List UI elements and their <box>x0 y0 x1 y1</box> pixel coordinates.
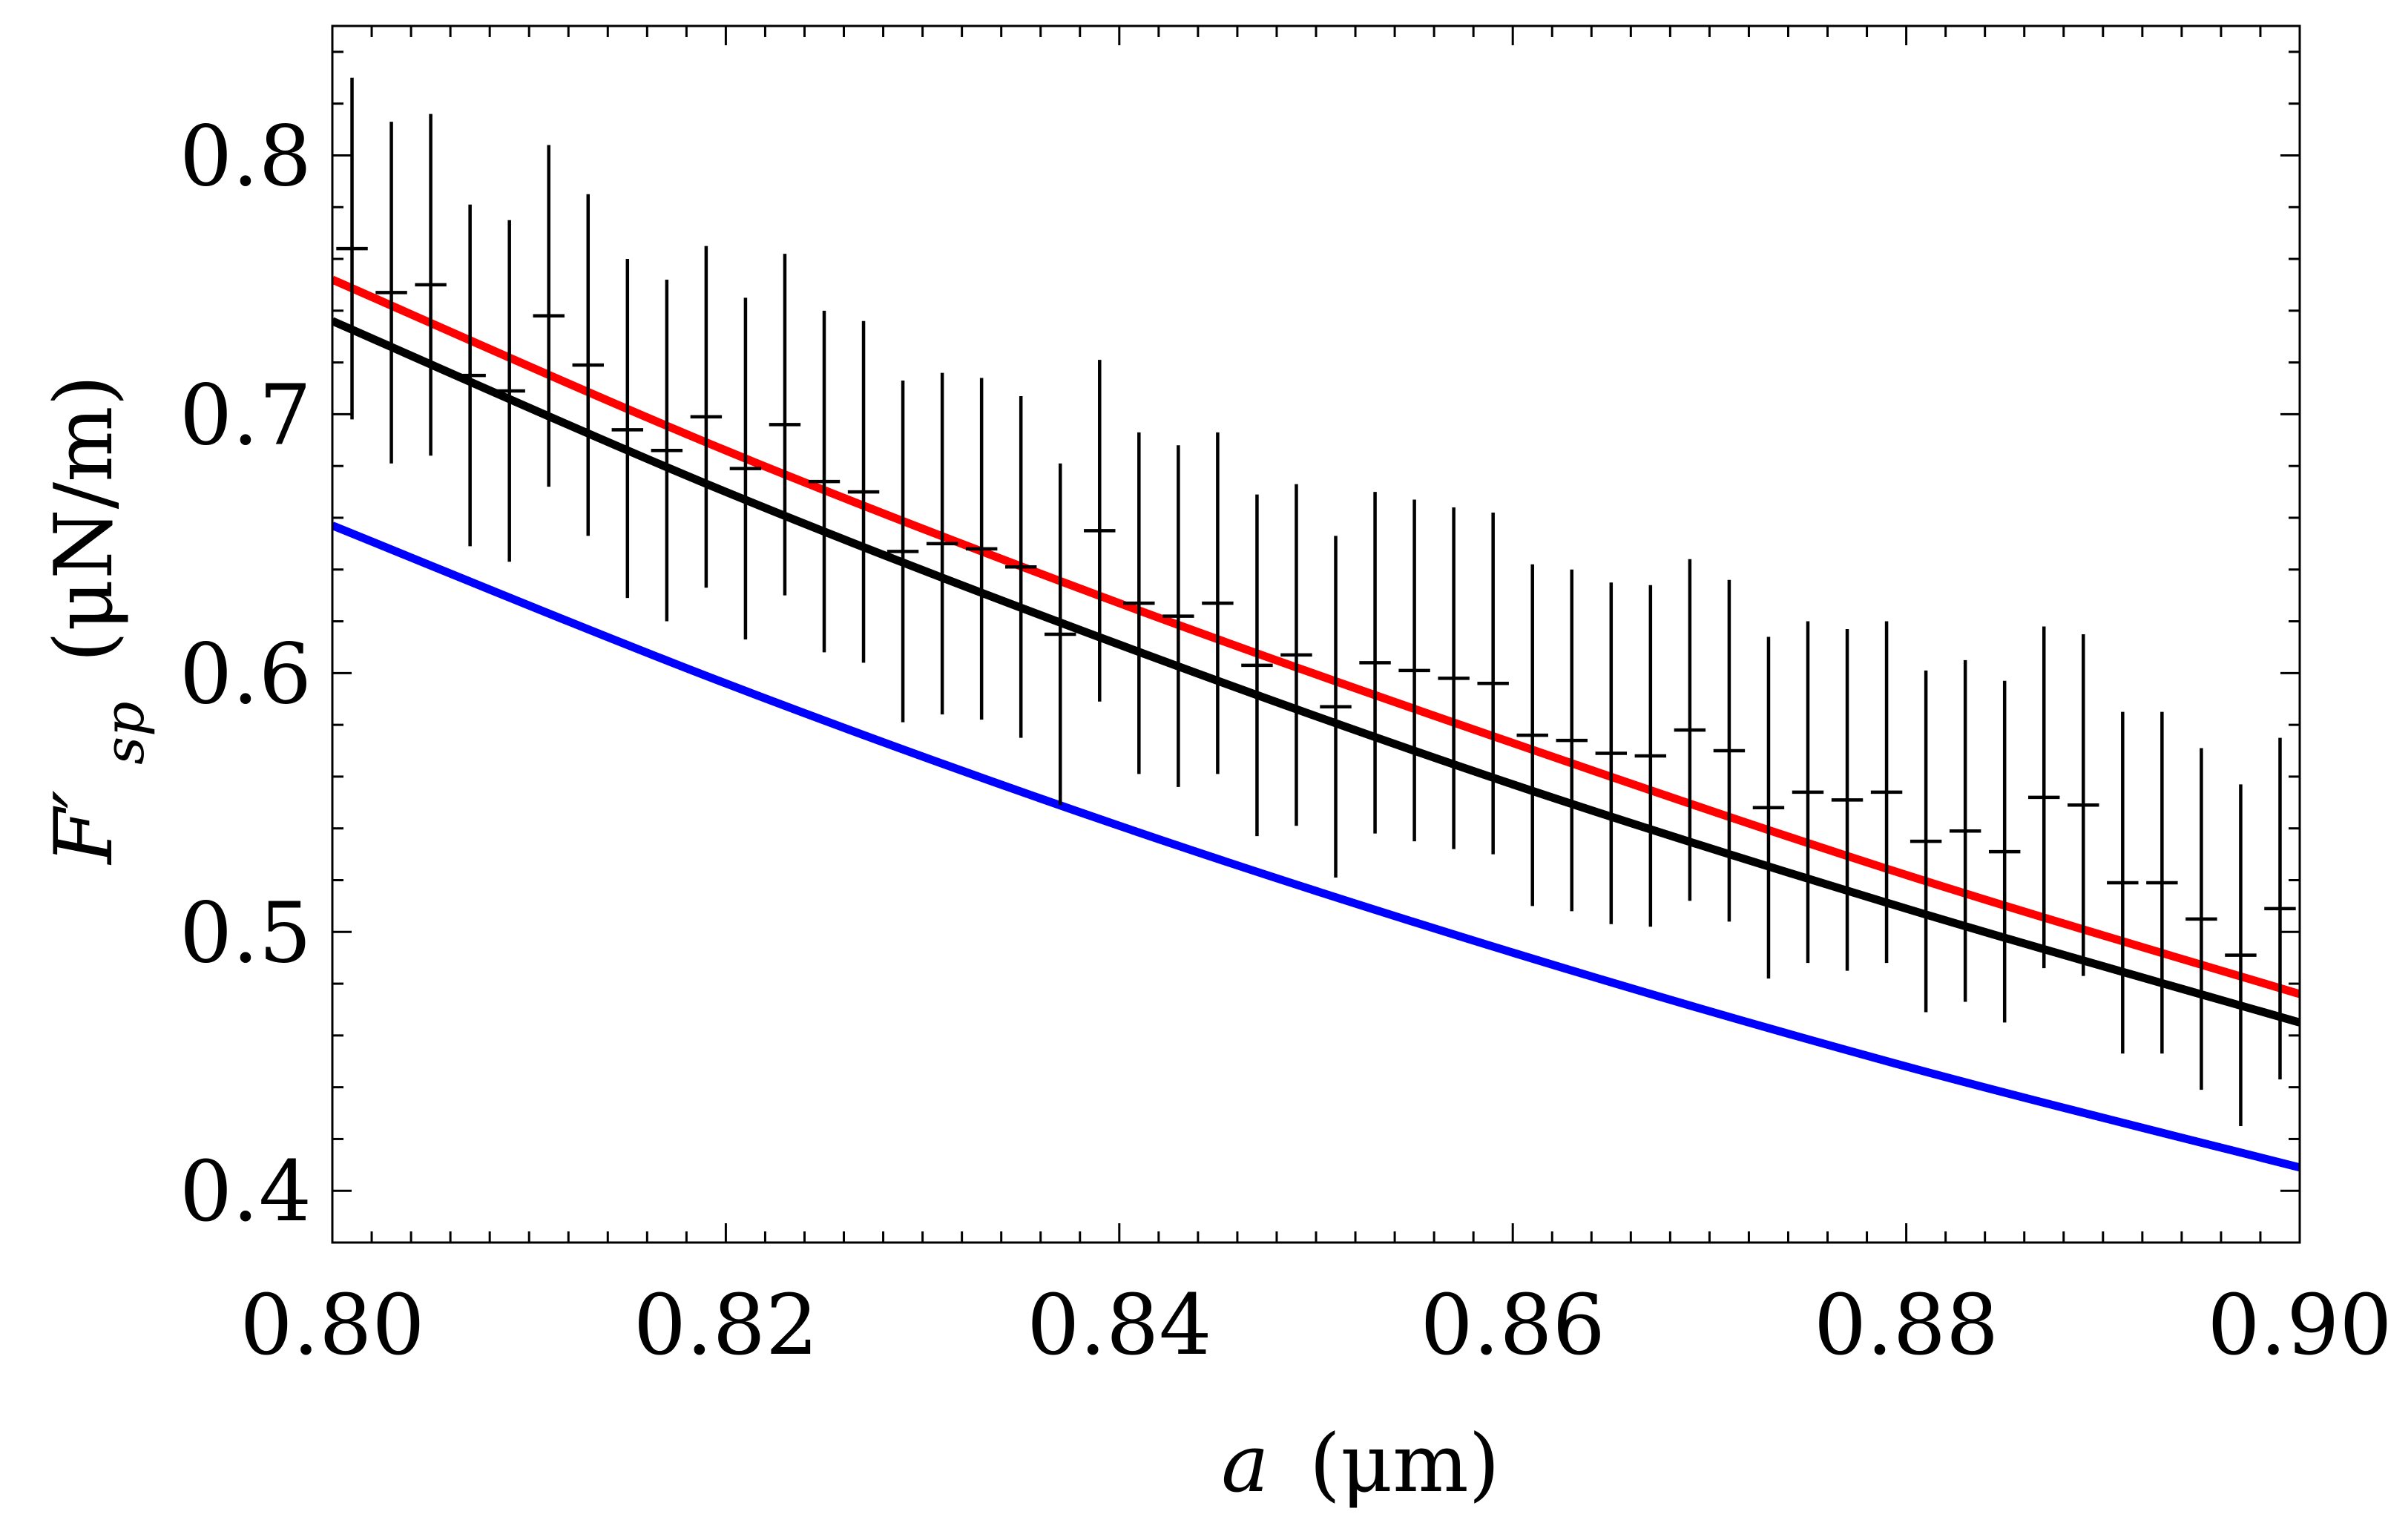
error-point <box>847 320 880 663</box>
error-point <box>493 220 525 562</box>
error-point <box>1438 507 1470 849</box>
error-point <box>729 297 762 639</box>
error-point <box>1595 582 1628 924</box>
error-point <box>1241 494 1273 837</box>
data-layer <box>332 77 2300 1172</box>
y-tick-label: 0.8 <box>180 108 312 205</box>
error-point <box>415 113 447 456</box>
error-point <box>769 254 801 596</box>
x-axis-unit: (μm) <box>1309 1418 1500 1510</box>
error-point <box>1831 629 1864 971</box>
y-axis-unit: (μN/m) <box>38 375 131 662</box>
x-tick-label: 0.88 <box>1814 1277 1999 1374</box>
error-point <box>1320 536 1352 878</box>
error-point <box>1792 621 1824 964</box>
error-point <box>2068 634 2099 976</box>
error-point <box>1516 564 1548 906</box>
error-point <box>1162 445 1194 787</box>
y-tick-label: 0.7 <box>180 367 312 464</box>
error-point <box>375 122 407 464</box>
error-point <box>2185 748 2217 1090</box>
tick-layer <box>331 26 2301 1244</box>
y-axis-sub: sp <box>93 701 157 764</box>
error-point <box>611 259 644 599</box>
error-point <box>1870 621 1903 964</box>
error-point <box>1910 670 1942 1013</box>
error-point <box>1202 432 1234 774</box>
series-line-blue-theory <box>332 521 2300 1172</box>
y-axis-title: F′ sp (μN/m) <box>38 375 157 865</box>
error-point <box>1477 513 1509 855</box>
error-point <box>572 194 604 536</box>
error-point <box>651 279 683 622</box>
tick-label-layer: 0.80 0.82 0.84 0.86 0.88 0.90 0.4 0.5 0.6 0.7 0.8 <box>180 108 2388 1374</box>
x-axis-title: a (μm) <box>1221 1418 1500 1510</box>
y-axis-var: F′ <box>38 790 131 865</box>
x-tick-label: 0.86 <box>1421 1277 1605 1374</box>
plot-frame <box>331 24 2301 1244</box>
error-point <box>1674 559 1706 901</box>
error-point <box>1949 659 1981 1002</box>
x-axis-var: a <box>1221 1418 1269 1510</box>
x-tick-label: 0.90 <box>2207 1277 2388 1374</box>
x-tick-label: 0.84 <box>1027 1277 1211 1374</box>
y-tick-label: 0.4 <box>180 1144 312 1240</box>
error-point <box>1123 432 1155 774</box>
error-point <box>2225 784 2257 1126</box>
error-point <box>1398 499 1430 842</box>
series-line-black-theory <box>332 317 2300 1027</box>
error-point <box>336 77 368 420</box>
error-point <box>2264 737 2296 1080</box>
error-point <box>926 372 958 715</box>
error-point <box>1280 484 1312 826</box>
error-point <box>690 246 723 588</box>
error-point <box>1004 395 1037 738</box>
error-point <box>1045 463 1076 806</box>
error-point <box>965 378 998 720</box>
error-point <box>2146 711 2178 1054</box>
error-point <box>454 204 486 547</box>
error-point <box>1634 585 1667 927</box>
error-point <box>533 145 565 487</box>
y-tick-label: 0.5 <box>180 885 312 981</box>
error-point <box>2028 626 2060 969</box>
x-tick-label: 0.80 <box>240 1277 424 1374</box>
x-tick-label: 0.82 <box>634 1277 818 1374</box>
series-line-red-theory <box>332 275 2300 998</box>
error-point <box>1713 579 1746 922</box>
error-point <box>2107 711 2139 1054</box>
y-tick-label: 0.6 <box>180 626 312 723</box>
error-point <box>887 381 919 723</box>
error-point <box>1752 636 1785 979</box>
error-point <box>1556 569 1588 912</box>
error-point <box>808 310 841 653</box>
error-point <box>1084 360 1116 702</box>
error-point <box>1988 680 2021 1023</box>
error-point <box>1359 492 1391 834</box>
